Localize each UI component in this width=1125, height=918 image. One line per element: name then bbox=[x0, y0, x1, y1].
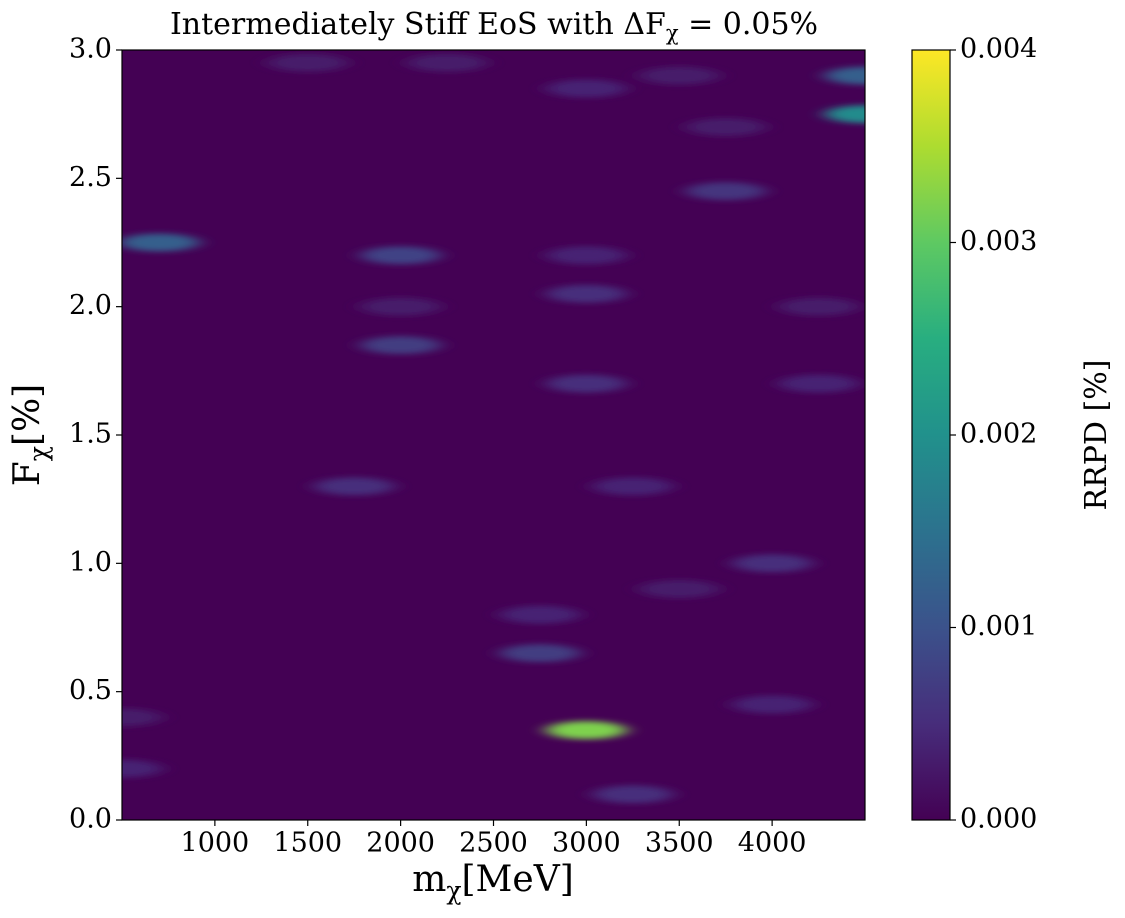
heat-cell bbox=[732, 695, 813, 714]
plot-background bbox=[122, 50, 865, 820]
label-text: m bbox=[412, 859, 446, 900]
heat-cell bbox=[360, 246, 441, 265]
heat-cell bbox=[825, 66, 865, 85]
heat-cell bbox=[639, 580, 720, 598]
y-tick-label: 0.5 bbox=[69, 675, 112, 706]
heat-cell bbox=[825, 105, 865, 124]
heatmap bbox=[122, 53, 865, 804]
colorbar-tick-label: 0.004 bbox=[960, 34, 1037, 65]
y-tick-label: 1.0 bbox=[69, 547, 112, 578]
heat-cell bbox=[732, 554, 813, 573]
y-tick-label: 2.0 bbox=[69, 290, 112, 321]
heat-cell bbox=[122, 759, 162, 778]
heat-cell bbox=[778, 297, 859, 316]
title-text: Intermediately Stiff EoS with ΔF bbox=[170, 7, 666, 42]
x-tick-label: 2500 bbox=[459, 828, 528, 859]
label-text: [%] bbox=[7, 384, 48, 446]
title-sub: χ bbox=[666, 21, 679, 45]
heat-cell bbox=[360, 297, 441, 316]
heat-cell bbox=[639, 66, 720, 85]
heat-cell bbox=[546, 246, 627, 265]
heat-cell bbox=[546, 721, 627, 740]
heat-cell bbox=[122, 233, 200, 252]
y-tick-label: 2.5 bbox=[69, 162, 112, 193]
colorbar-tick-label: 0.000 bbox=[960, 804, 1037, 835]
x-tick-label: 1500 bbox=[273, 828, 342, 859]
x-tick-label: 4000 bbox=[738, 828, 807, 859]
heat-cell bbox=[122, 708, 162, 727]
colorbar-tick-label: 0.001 bbox=[960, 611, 1037, 642]
heat-cell bbox=[499, 644, 580, 663]
x-tick-label: 1000 bbox=[181, 828, 250, 859]
heat-cell bbox=[592, 785, 673, 804]
heat-cell bbox=[407, 53, 488, 72]
y-tick-label: 3.0 bbox=[69, 34, 112, 65]
label-sub: χ bbox=[24, 446, 53, 461]
y-tick-label: 1.5 bbox=[69, 419, 112, 450]
y-axis-label: Fχ[%] bbox=[7, 384, 53, 486]
heat-cell bbox=[499, 605, 580, 624]
y-tick-label: 0.0 bbox=[69, 804, 112, 835]
heat-cell bbox=[685, 118, 766, 136]
heat-cell bbox=[546, 79, 627, 98]
x-tick-label: 3500 bbox=[645, 828, 714, 859]
label-sub: χ bbox=[446, 876, 461, 905]
colorbar-tick-label: 0.003 bbox=[960, 226, 1037, 257]
x-tick-label: 3000 bbox=[552, 828, 621, 859]
x-axis-label: mχ[MeV] bbox=[412, 859, 574, 905]
heat-cell bbox=[314, 477, 395, 496]
heat-cell bbox=[360, 336, 441, 355]
label-text: [MeV] bbox=[462, 859, 574, 900]
heat-cell bbox=[592, 477, 673, 496]
heat-cell bbox=[778, 374, 859, 393]
heat-cell bbox=[267, 53, 348, 72]
title-text: = 0.05% bbox=[679, 7, 819, 42]
heat-cell bbox=[546, 374, 627, 393]
colorbar-label: RRPD [%] bbox=[1079, 360, 1114, 511]
colorbar-tick-label: 0.002 bbox=[960, 419, 1037, 450]
label-text: F bbox=[7, 461, 48, 486]
chart-title: Intermediately Stiff EoS with ΔFχ = 0.05… bbox=[170, 7, 818, 45]
heat-cell bbox=[685, 182, 766, 201]
heat-cell bbox=[546, 284, 627, 303]
x-tick-label: 2000 bbox=[366, 828, 435, 859]
colorbar bbox=[911, 49, 951, 821]
